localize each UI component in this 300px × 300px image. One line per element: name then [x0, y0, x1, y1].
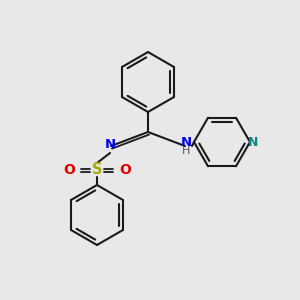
Text: H: H: [182, 146, 190, 156]
Text: N: N: [104, 137, 116, 151]
Text: N: N: [180, 136, 192, 149]
Text: O: O: [63, 163, 75, 177]
Text: N: N: [248, 136, 258, 148]
Text: S: S: [92, 163, 102, 178]
Text: O: O: [119, 163, 131, 177]
